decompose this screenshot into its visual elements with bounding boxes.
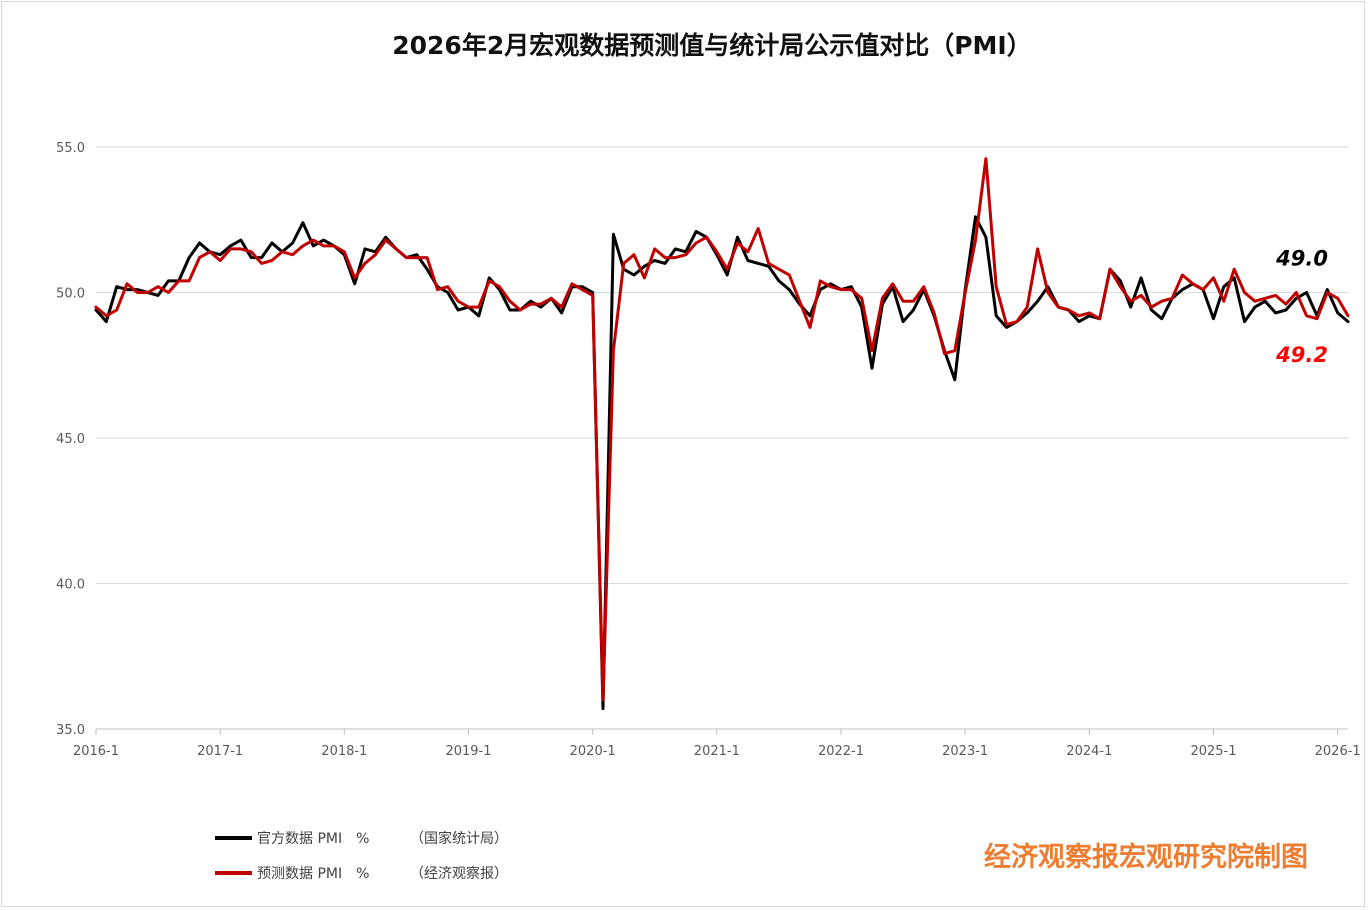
legend-item-official: 官方数据 PMI % （国家统计局） [215, 830, 508, 847]
series-layer [94, 157, 1350, 711]
x-tick-label: 2026-1 [1315, 744, 1361, 759]
x-axis: 2016-1 2017-1 2018-1 2019-1 2020-1 2021-1 2022… [73, 728, 1361, 759]
x-tick-label: 2019-1 [445, 744, 491, 759]
series-line-official [94, 215, 1350, 711]
legend-item-forecast: 预测数据 PMI % （经济观察报） [215, 865, 508, 882]
y-tick-label: 50.0 [56, 287, 85, 302]
credit-text: 经济观察报宏观研究院制图 [984, 841, 1308, 873]
x-tick-label: 2017-1 [197, 744, 243, 759]
x-tick-label: 2018-1 [321, 744, 367, 759]
y-axis: 35.0 40.0 45.0 50.0 55.0 [56, 141, 85, 738]
annotation-layer: 49.0 49.2 [1275, 247, 1328, 367]
x-tick-label: 2023-1 [942, 744, 988, 759]
x-tick-label: 2016-1 [73, 744, 119, 759]
legend: 官方数据 PMI % （国家统计局） 预测数据 PMI % （经济观察报） [215, 830, 508, 882]
y-tick-label: 55.0 [56, 141, 85, 156]
chart-title: 2026年2月宏观数据预测值与统计局公示值对比（PMI） [392, 31, 1031, 60]
y-tick-label: 40.0 [56, 578, 85, 593]
x-tick-label: 2022-1 [818, 744, 864, 759]
annotation-forecast-latest: 49.2 [1275, 343, 1328, 367]
y-tick-label: 45.0 [56, 432, 85, 447]
gridlines [96, 146, 1348, 584]
x-tick-label: 2020-1 [570, 744, 616, 759]
x-tick-label: 2021-1 [694, 744, 740, 759]
legend-label-official: 官方数据 PMI % [257, 831, 369, 847]
legend-source-forecast: （经济观察报） [410, 865, 508, 882]
x-tick-label: 2025-1 [1190, 744, 1236, 759]
legend-source-official: （国家统计局） [410, 830, 508, 847]
series-line-forecast [94, 157, 1350, 702]
x-tick-label: 2024-1 [1066, 744, 1112, 759]
annotation-official-latest: 49.0 [1275, 247, 1328, 271]
y-tick-label: 35.0 [56, 723, 85, 738]
legend-label-forecast: 预测数据 PMI % [257, 866, 369, 882]
